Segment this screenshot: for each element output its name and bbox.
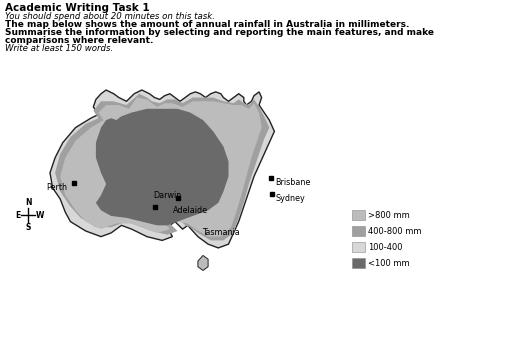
Bar [352, 242, 365, 252]
Text: Academic Writing Task 1: Academic Writing Task 1 [5, 3, 150, 13]
Polygon shape [198, 255, 208, 271]
Text: N: N [25, 198, 31, 207]
Polygon shape [60, 97, 262, 237]
Text: <100 mm: <100 mm [368, 258, 410, 268]
Bar [352, 226, 365, 236]
Bar [352, 258, 365, 268]
Text: >800 mm: >800 mm [368, 211, 410, 219]
Text: Sydney: Sydney [276, 194, 306, 203]
Text: comparisons where relevant.: comparisons where relevant. [5, 36, 154, 45]
Text: Brisbane: Brisbane [275, 178, 310, 187]
Text: Perth: Perth [46, 183, 67, 192]
Bar [352, 210, 365, 220]
Text: Write at least 150 words.: Write at least 150 words. [5, 44, 113, 53]
Text: Adelaide: Adelaide [173, 206, 208, 215]
Text: Summarise the information by selecting and reporting the main features, and make: Summarise the information by selecting a… [5, 28, 434, 37]
Text: Tasmania: Tasmania [202, 228, 240, 237]
Text: W: W [36, 211, 45, 219]
Text: S: S [25, 223, 31, 232]
Text: E: E [15, 211, 20, 219]
Polygon shape [50, 90, 274, 248]
Text: You should spend about 20 minutes on this task.: You should spend about 20 minutes on thi… [5, 12, 215, 21]
Polygon shape [55, 94, 269, 240]
Text: Darwin: Darwin [153, 191, 181, 200]
Text: The map below shows the amount of annual rainfall in Australia in millimeters.: The map below shows the amount of annual… [5, 20, 410, 29]
Text: 400-800 mm: 400-800 mm [368, 226, 421, 236]
Text: 100-400: 100-400 [368, 243, 402, 251]
Polygon shape [96, 109, 228, 225]
